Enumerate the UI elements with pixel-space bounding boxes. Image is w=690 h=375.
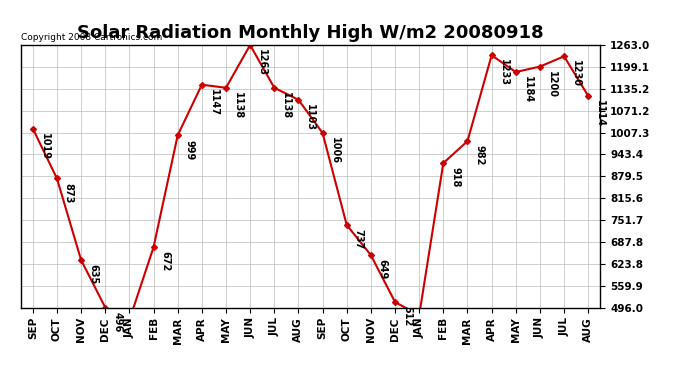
Text: 1263: 1263 (257, 49, 267, 76)
Text: 512: 512 (402, 306, 412, 327)
Text: 1184: 1184 (523, 76, 533, 104)
Title: Solar Radiation Monthly High W/m2 20080918: Solar Radiation Monthly High W/m2 200809… (77, 24, 544, 42)
Text: 1103: 1103 (306, 104, 315, 131)
Text: 1147: 1147 (209, 89, 219, 116)
Text: 873: 873 (64, 183, 74, 203)
Text: 999: 999 (185, 140, 195, 160)
Text: 1138: 1138 (282, 92, 291, 119)
Text: 918: 918 (451, 167, 460, 188)
Text: 1138: 1138 (233, 92, 243, 119)
Text: 496: 496 (112, 312, 122, 332)
Text: 1006: 1006 (330, 137, 339, 164)
Text: 982: 982 (475, 146, 484, 166)
Text: 649: 649 (378, 259, 388, 279)
Text: 1019: 1019 (40, 133, 50, 160)
Text: 473: 473 (0, 374, 1, 375)
Text: 1230: 1230 (571, 60, 581, 87)
Text: 1114: 1114 (595, 100, 605, 127)
Text: 1200: 1200 (547, 71, 557, 98)
Text: 672: 672 (161, 251, 170, 272)
Text: 459: 459 (0, 374, 1, 375)
Text: Copyright 2008 Cartronics.com: Copyright 2008 Cartronics.com (21, 33, 162, 42)
Text: 737: 737 (354, 229, 364, 249)
Text: 635: 635 (88, 264, 98, 284)
Text: 1233: 1233 (499, 59, 509, 86)
